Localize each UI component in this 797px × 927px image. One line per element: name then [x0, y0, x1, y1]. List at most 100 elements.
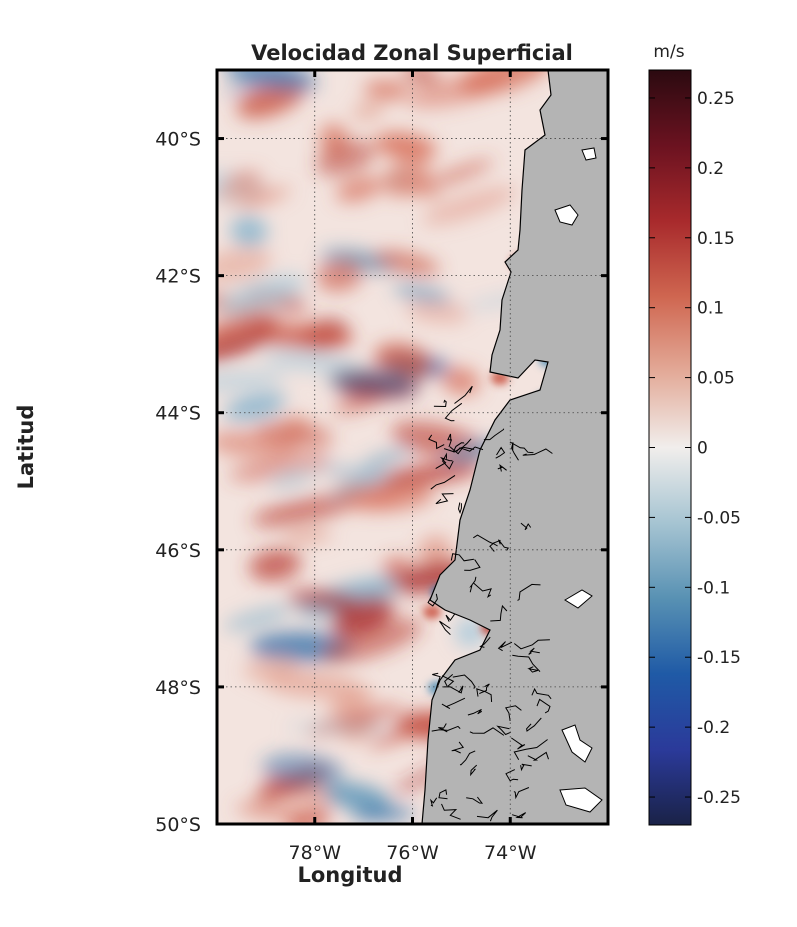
fjord-line [466, 796, 484, 804]
fjord-line [517, 583, 541, 601]
fjord-line [496, 725, 512, 736]
fjord-line [511, 442, 519, 461]
fjord-line [473, 582, 492, 598]
colorbar-tick-label: 0.2 [697, 159, 724, 179]
velocity-blob [324, 782, 391, 813]
colorbar-scale [648, 69, 692, 826]
fjord-coastlines [427, 385, 553, 822]
x-axis-label: Longitud [297, 863, 402, 887]
map-title: Velocidad Zonal Superficial [251, 41, 573, 65]
velocity-blob [223, 605, 293, 631]
fjord-line [497, 463, 507, 472]
fjord-line [526, 717, 542, 732]
colorbar-ticks: 0.25 0.2 0.15 0.1 0.05 0 -0.05 -0.1 -0.15 -0.2 -0.… [649, 89, 741, 808]
velocity-blob [219, 274, 305, 315]
colorbar: m/s 0.25 0.2 0.15 0.1 0.05 0 -0.05 -0.1 -0.15 -0.… [648, 42, 741, 826]
velocity-blob [217, 181, 269, 205]
fjord-line [438, 723, 448, 733]
velocity-blob [251, 495, 355, 528]
colorbar-tick-label: 0.05 [697, 369, 735, 389]
velocity-blob [328, 689, 375, 712]
velocity-blob [285, 722, 393, 733]
fjord-line [469, 576, 477, 593]
velocity-blob [374, 343, 432, 378]
fjord-line [431, 725, 461, 732]
fjord-line [457, 502, 462, 515]
velocity-blob [228, 453, 332, 482]
fjord-line [441, 803, 461, 820]
fjord-line [454, 385, 473, 404]
fjord-line [527, 666, 539, 673]
velocity-blob [255, 420, 334, 448]
fjord-line [451, 741, 465, 754]
colorbar-tick-label: -0.05 [697, 508, 741, 528]
fjord-line [450, 553, 474, 562]
velocity-blob [331, 596, 395, 636]
fjord-line [459, 750, 476, 766]
fjord-line [428, 434, 445, 450]
fjord-line [432, 672, 441, 691]
fjord-line [476, 809, 498, 822]
velocity-blob [262, 350, 359, 374]
fjord-line [520, 763, 532, 772]
fjord-line [505, 705, 522, 721]
fjord-line [528, 647, 540, 655]
velocity-blob [217, 247, 272, 282]
lakes [554, 147, 603, 813]
fjord-line [531, 687, 552, 700]
fjord-line [435, 493, 454, 505]
fjord-line [483, 428, 505, 441]
fjord-line [522, 448, 553, 456]
velocity-blob [321, 618, 422, 664]
velocity-blob [221, 70, 299, 95]
fjord-line [438, 789, 448, 800]
colorbar-tick-label: 0.1 [697, 299, 724, 319]
velocity-blob [335, 176, 382, 203]
fjord-line [476, 688, 493, 703]
velocity-blob [261, 753, 344, 787]
velocity-blob [405, 299, 470, 325]
y-tick-label: 42°S [155, 266, 201, 288]
velocity-blob [421, 186, 517, 226]
colorbar-tick-label: -0.25 [697, 788, 741, 808]
fjord-line [469, 727, 505, 736]
fjord-line [443, 446, 475, 453]
fjord-line [505, 769, 519, 782]
colorbar-tick-label: -0.15 [697, 648, 741, 668]
velocity-blob [402, 70, 440, 84]
x-tick-label: 78°W [289, 842, 342, 864]
fjord-line [447, 433, 453, 448]
fjord-line [513, 639, 550, 650]
colorbar-tick-label: 0.25 [697, 89, 735, 109]
velocity-blob [333, 390, 388, 415]
fjord-line [433, 399, 447, 408]
velocity-blob [236, 81, 305, 119]
fjord-line [509, 441, 534, 454]
velocity-blob [393, 283, 452, 304]
fjord-line [495, 446, 506, 459]
fjord-line [441, 697, 466, 710]
colorbar-tick-label: 0.15 [697, 229, 735, 249]
fjord-line [439, 620, 451, 636]
fjord-line [452, 674, 476, 689]
velocity-blob [252, 323, 354, 350]
velocity-blob [269, 469, 315, 490]
velocity-blob [361, 448, 411, 469]
fjord-line [489, 542, 498, 552]
velocity-blob [217, 371, 287, 392]
fjord-line [464, 559, 481, 571]
velocity-blob [287, 590, 360, 609]
velocity-blob [420, 159, 494, 190]
velocity-blob [418, 535, 452, 568]
velocity-blob [327, 368, 419, 396]
fjord-line [536, 698, 551, 714]
velocity-blob [217, 310, 274, 350]
fjord-line [429, 797, 438, 807]
fjord-line [473, 534, 501, 545]
x-tick-labels: 78°W 76°W 74°W [289, 842, 537, 864]
velocity-blob [374, 132, 437, 161]
velocity-blob [351, 808, 416, 821]
velocity-blob [286, 807, 331, 824]
colorbar-tick-label: 0 [697, 439, 708, 459]
velocity-blob [454, 617, 487, 647]
